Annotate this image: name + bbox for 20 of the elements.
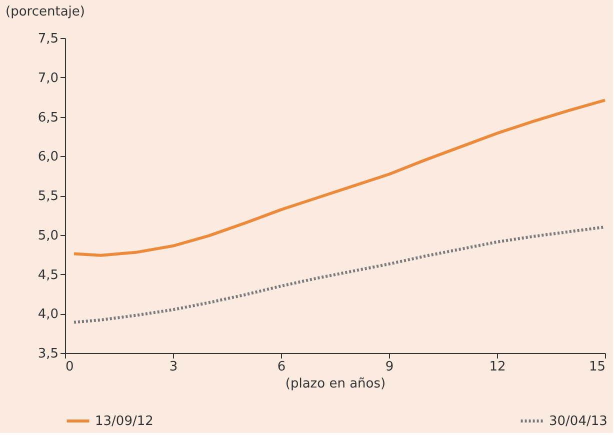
y-tick-label: 7,0 — [38, 70, 58, 86]
x-axis-title: (plazo en años) — [285, 376, 386, 392]
y-tick-label: 3,5 — [38, 346, 58, 362]
x-tick-label: 0 — [66, 360, 74, 374]
x-tick-label: 3 — [169, 360, 178, 374]
y-axis-title: (porcentaje) — [6, 4, 85, 20]
legend-label: 30/04/13 — [549, 414, 608, 429]
x-tick-label: 15 — [588, 360, 606, 374]
y-tick-label: 4,5 — [38, 268, 58, 283]
y-tick-label: 6,0 — [38, 150, 58, 165]
y-tick-label: 7,5 — [38, 32, 58, 46]
x-tick-label: 6 — [277, 360, 286, 374]
line-series — [72, 98, 606, 257]
y-tick-label: 6,5 — [38, 110, 58, 126]
legend-label: 13/09/12 — [95, 414, 154, 429]
y-tick-label: 4,0 — [38, 307, 58, 322]
y-tick-label: 5,5 — [38, 189, 58, 204]
y-tick-label: 5,0 — [38, 228, 58, 244]
x-tick-label: 9 — [385, 360, 394, 374]
x-tick-label: 12 — [489, 360, 506, 374]
